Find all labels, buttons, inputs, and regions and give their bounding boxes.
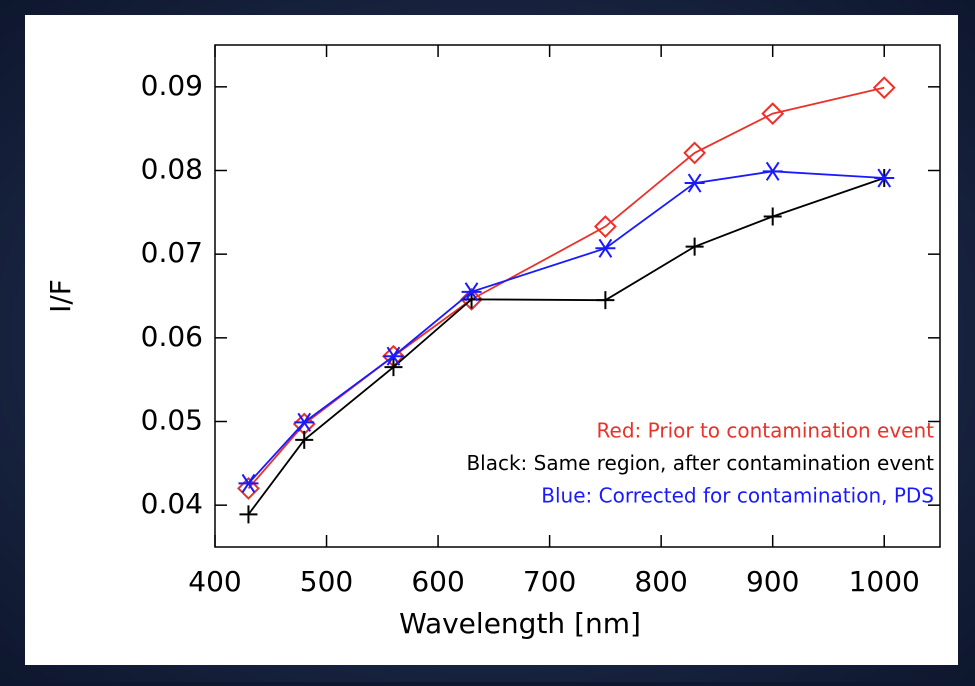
x-tick-label: 800	[634, 565, 687, 598]
series-line	[247, 170, 885, 485]
y-tick-label: 0.06	[141, 320, 203, 353]
marker	[683, 141, 707, 165]
marker	[596, 291, 615, 310]
x-tick-label: 400	[188, 565, 241, 598]
marker	[460, 287, 483, 311]
marker	[239, 505, 258, 524]
x-axis-label: Wavelength [nm]	[399, 607, 641, 640]
y-tick-label: 0.09	[141, 69, 203, 102]
marker	[595, 238, 616, 258]
x-tick-label: 600	[411, 565, 464, 598]
y-tick-label: 0.07	[141, 236, 203, 269]
marker	[593, 215, 617, 238]
marker	[761, 102, 785, 126]
marker	[294, 412, 315, 432]
x-tick-label: 1000	[849, 565, 920, 598]
plot-frame	[214, 44, 941, 548]
marker	[762, 161, 783, 181]
marker	[383, 346, 404, 366]
marker	[874, 168, 895, 188]
marker	[461, 282, 482, 302]
y-tick-label: 0.04	[141, 487, 203, 520]
legend-entry: Black: Same region, after contamination …	[466, 451, 934, 475]
y-tick-label: 0.08	[141, 153, 203, 186]
marker	[237, 477, 260, 500]
marker	[763, 207, 782, 226]
panel	[25, 15, 958, 665]
marker	[685, 237, 704, 256]
legend-entry: Red: Prior to contamination event	[597, 419, 935, 443]
legend-entry: Blue: Corrected for contamination, PDS	[541, 484, 934, 508]
y-axis-label: I/F	[44, 279, 77, 313]
marker	[238, 473, 259, 493]
marker	[872, 76, 896, 100]
marker	[384, 358, 403, 377]
x-tick-label: 500	[300, 565, 353, 598]
x-tick-label: 700	[523, 565, 576, 598]
series-line	[247, 86, 885, 490]
x-tick-label: 900	[746, 565, 799, 598]
series-line	[247, 177, 885, 515]
marker	[295, 430, 314, 449]
y-tick-label: 0.05	[141, 404, 203, 437]
marker	[684, 173, 705, 193]
